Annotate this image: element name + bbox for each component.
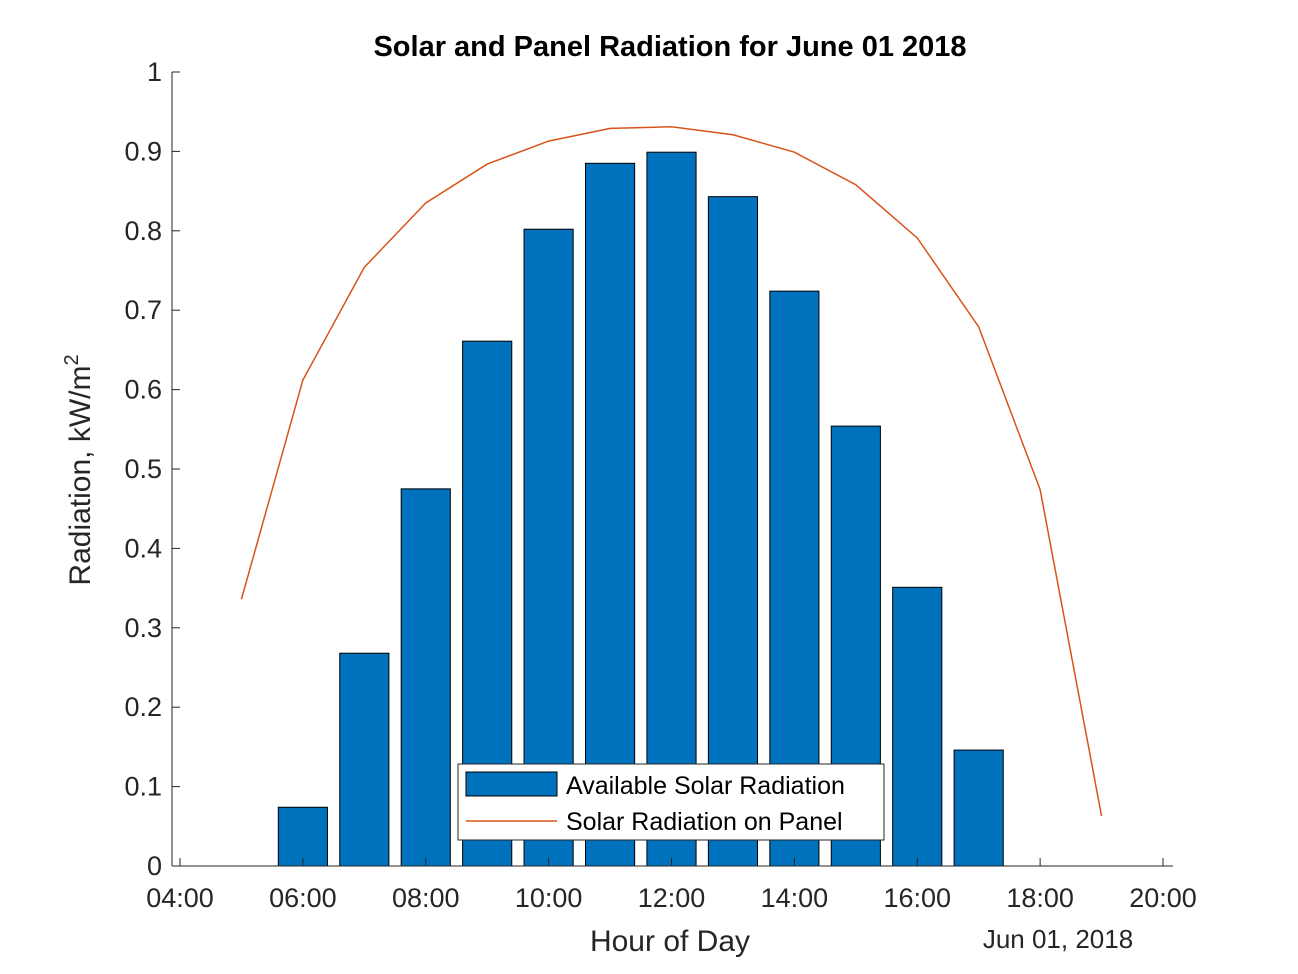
y-tick-label: 0.2 <box>124 692 162 722</box>
legend: Available Solar Radiation Solar Radiatio… <box>457 763 885 841</box>
bar-08:00 <box>400 488 451 867</box>
legend-label-line: Solar Radiation on Panel <box>566 808 843 836</box>
x-tick-label: 08:00 <box>392 883 460 913</box>
y-axis-title-superscript: 2 <box>61 354 83 365</box>
x-tick-label: 12:00 <box>638 883 706 913</box>
y-axis-title-main: Radiation, kW/m <box>64 366 97 586</box>
legend-swatch-bar <box>465 771 558 797</box>
y-tick-label: 0 <box>147 851 162 881</box>
bar-17:00 <box>953 749 1004 867</box>
x-tick-label: 14:00 <box>761 883 829 913</box>
x-ticks: 04:00 06:00 08:00 10:00 12:00 14:00 16:00 18:00… <box>146 858 1197 913</box>
date-label: Jun 01, 2018 <box>983 924 1133 954</box>
bar-07:00 <box>339 652 390 867</box>
bar-11:00 <box>584 162 636 867</box>
y-tick-label: 0.3 <box>124 613 162 643</box>
x-tick-label: 10:00 <box>515 883 583 913</box>
bar-series <box>277 151 1004 867</box>
x-tick-label: 06:00 <box>269 883 337 913</box>
x-tick-label: 20:00 <box>1129 883 1197 913</box>
panel-radiation-line <box>240 126 1103 817</box>
y-tick-label: 0.1 <box>124 772 162 802</box>
y-tick-label: 0.4 <box>124 533 162 563</box>
line-series <box>240 126 1103 817</box>
y-ticks: 0 0.1 0.2 0.3 0.4 0.5 0.6 0.7 0.8 0.9 1 <box>124 57 180 881</box>
y-tick-label: 0.7 <box>124 295 162 325</box>
bar-06:00 <box>277 806 328 867</box>
x-tick-label: 18:00 <box>1006 883 1074 913</box>
bar-12:00 <box>646 151 697 867</box>
y-tick-label: 0.5 <box>124 454 162 484</box>
x-tick-label: 04:00 <box>146 883 214 913</box>
y-tick-label: 0.6 <box>124 375 162 405</box>
x-axis-title: Hour of Day <box>590 925 750 958</box>
x-tick-label: 16:00 <box>883 883 951 913</box>
y-axis-title: Radiation, kW/m2 <box>61 354 97 585</box>
bar-10:00 <box>523 228 574 867</box>
bar-16:00 <box>892 586 943 867</box>
y-tick-label: 0.9 <box>124 136 162 166</box>
bar-13:00 <box>707 196 759 867</box>
y-axis-title-group: Radiation, kW/m2 <box>61 354 97 585</box>
y-tick-label: 0.8 <box>124 216 162 246</box>
chart-title: Solar and Panel Radiation for June 01 20… <box>373 31 966 63</box>
legend-label-bar: Available Solar Radiation <box>566 772 845 800</box>
y-tick-label: 1 <box>147 57 162 87</box>
